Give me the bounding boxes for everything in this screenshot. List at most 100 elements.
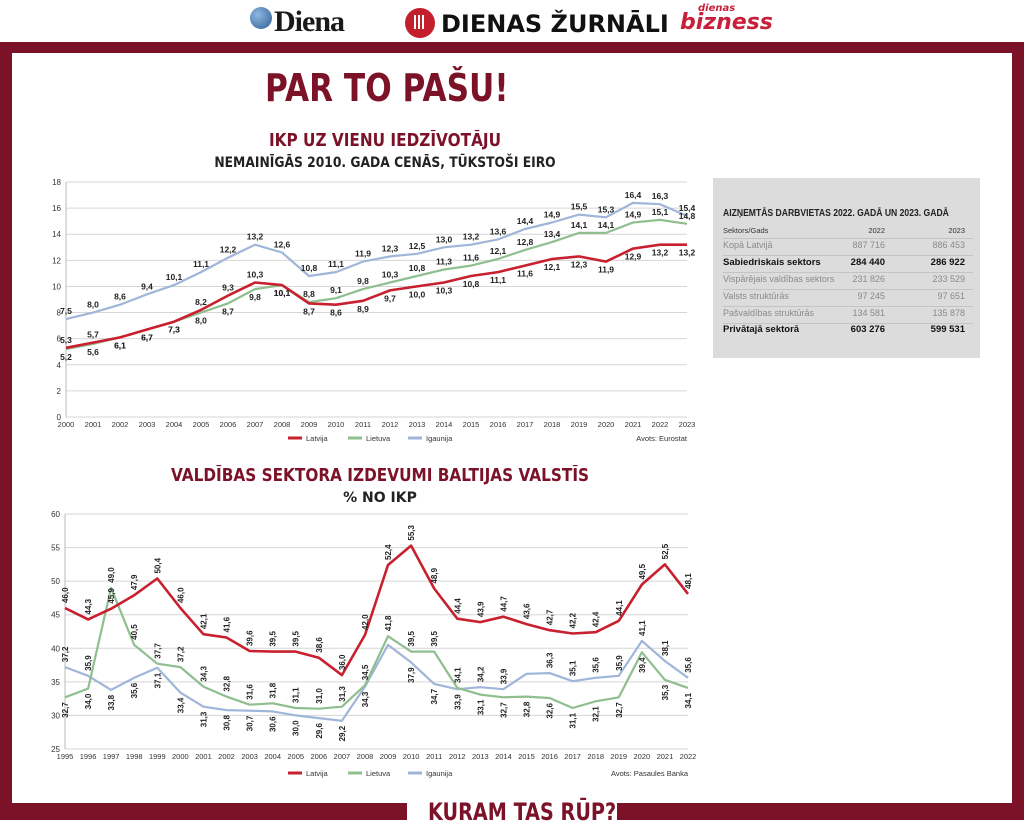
- data-label-lietuva: 14,9: [625, 209, 642, 219]
- diena-logo[interactable]: Diena: [250, 5, 345, 39]
- data-label-latvija: 8,2: [195, 297, 207, 307]
- table-divider: [723, 289, 973, 290]
- data-label-latvija: 52,4: [384, 544, 393, 560]
- globe-icon: [250, 7, 272, 29]
- data-label-igaunija: 16,4: [625, 190, 642, 200]
- chart1-x-tick-label: 2022: [652, 420, 669, 429]
- data-label-latvija: 11,6: [517, 269, 533, 279]
- data-label-lietuva: 8,0: [195, 316, 207, 326]
- data-label-latvija: 43,6: [523, 603, 532, 619]
- data-label-lietuva: 7,3: [168, 325, 180, 335]
- chart2-x-tick-label: 2021: [657, 752, 674, 761]
- data-label-latvija: 45,9: [107, 588, 116, 604]
- data-label-lietuva: 32,8: [523, 701, 532, 717]
- data-label-lietuva: 37,7: [153, 643, 162, 659]
- legend-label-igaunija: Igaunija: [426, 434, 453, 443]
- table-row: Sabiedriskais sektors 284 440 286 922: [723, 257, 965, 268]
- data-label-latvija: 55,3: [407, 524, 416, 540]
- data-label-lietuva: 6,1: [114, 340, 126, 350]
- data-label-igaunija: 36,3: [546, 652, 555, 668]
- data-label-latvija: 12,1: [544, 262, 561, 272]
- data-label-lietuva: 37,2: [176, 646, 185, 662]
- data-label-latvija: 12,3: [571, 259, 588, 269]
- chart2-y-tick-label: 40: [51, 644, 60, 653]
- data-label-igaunija: 31,3: [199, 711, 208, 727]
- chart1-x-tick-label: 2012: [382, 420, 399, 429]
- dienas-bizness-logo[interactable]: dienas bizness: [680, 3, 773, 35]
- employment-table: AIZŅEMTĀS DARBVIETAS 2022. GADĀ UN 2023.…: [713, 178, 980, 358]
- data-label-igaunija: 37,2: [61, 646, 70, 662]
- data-label-lietuva: 32,1: [592, 706, 601, 722]
- data-label-igaunija: 33,4: [176, 697, 185, 713]
- table-row: Privātajā sektorā 603 276 599 531: [723, 324, 965, 335]
- publisher-logos: Diena DIENAS ŽURNĀLI dienas bizness: [0, 0, 1024, 42]
- data-label-latvija: 11,9: [598, 265, 614, 275]
- table-divider: [723, 272, 973, 273]
- data-label-latvija: 44,7: [499, 596, 508, 612]
- chart2-y-tick-label: 35: [51, 678, 60, 687]
- data-label-lietuva: 10,3: [382, 270, 399, 280]
- table-divider: [723, 238, 973, 239]
- data-label-lietuva: 39,5: [430, 630, 439, 646]
- data-label-latvija: 42,0: [361, 614, 370, 630]
- chart2-x-tick-label: 1997: [103, 752, 120, 761]
- data-label-latvija: 6,7: [141, 333, 153, 343]
- data-label-igaunija: 11,9: [355, 249, 371, 259]
- data-label-lietuva: 9,8: [357, 276, 369, 286]
- data-label-latvija: 8,9: [357, 304, 369, 314]
- data-label-latvija: 5,3: [60, 335, 72, 345]
- dienas-zurnali-logo[interactable]: DIENAS ŽURNĀLI: [405, 8, 669, 38]
- data-label-igaunija: 13,6: [490, 226, 507, 236]
- data-label-lietuva: 9,1: [330, 285, 342, 295]
- data-label-latvija: 47,9: [130, 574, 139, 590]
- chart2-x-tick-label: 1995: [57, 752, 74, 761]
- chart2-subtitle: % NO IKP: [343, 490, 417, 506]
- data-label-igaunija: 14,9: [544, 209, 561, 219]
- data-label-latvija: 48,1: [684, 573, 693, 589]
- series-line-igaunija: [64, 639, 689, 722]
- data-label-lietuva: 34,1: [684, 692, 693, 708]
- data-label-latvija: 43,9: [476, 601, 485, 617]
- chart1-x-tick-label: 2009: [301, 420, 318, 429]
- data-label-lietuva: 14,1: [571, 220, 588, 230]
- chart1-x-tick-label: 2001: [85, 420, 102, 429]
- data-label-latvija: 44,3: [84, 598, 93, 614]
- data-label-latvija: 9,3: [222, 283, 234, 293]
- data-label-lietuva: 31,8: [269, 682, 278, 698]
- data-label-lietuva: 8,8: [303, 289, 315, 299]
- chart2-x-tick-label: 2008: [357, 752, 374, 761]
- table-header-row: Sektors/Gads 2022 2023: [723, 226, 973, 242]
- data-label-latvija: 7,3: [168, 325, 180, 335]
- chart1-x-tick-label: 2013: [409, 420, 426, 429]
- chart2-x-tick-label: 2019: [610, 752, 627, 761]
- data-label-lietuva: 31,6: [246, 684, 255, 700]
- chart1-x-tick-label: 2014: [436, 420, 453, 429]
- data-label-igaunija: 12,2: [220, 245, 237, 255]
- legend-label-latvija: Latvija: [306, 769, 329, 778]
- data-label-lietuva: 41,8: [384, 615, 393, 631]
- chart2-y-tick-label: 30: [51, 711, 60, 720]
- data-label-lietuva: 31,3: [338, 686, 347, 702]
- data-label-latvija: 11,1: [490, 275, 506, 285]
- chart1-x-tick-label: 2004: [166, 420, 183, 429]
- data-label-lietuva: 31,1: [569, 712, 578, 728]
- data-label-lietuva: 15,1: [652, 207, 669, 217]
- data-label-igaunija: 15,4: [679, 203, 696, 213]
- chart1-source: Avots: Eurostat: [636, 434, 688, 443]
- chart1-x-tick-label: 2016: [490, 420, 507, 429]
- data-label-latvija: 50,4: [153, 557, 162, 573]
- data-label-igaunija: 10,8: [301, 263, 318, 273]
- data-label-latvija: 44,4: [453, 598, 462, 614]
- data-label-igaunija: 34,3: [361, 691, 370, 707]
- data-label-igaunija: 35,1: [569, 660, 578, 676]
- chart2-x-tick-label: 1999: [149, 752, 166, 761]
- chart1-x-tick-label: 2017: [517, 420, 534, 429]
- data-label-lietuva: 34,1: [453, 667, 462, 683]
- data-label-igaunija: 35,9: [84, 655, 93, 671]
- series-line-igaunija: [65, 201, 688, 321]
- chart1-subtitle: NEMAINĪGĀS 2010. GADA CENĀS, TŪKSTOŠI EI…: [214, 155, 556, 171]
- series-line-lietuva: [65, 218, 688, 351]
- data-label-latvija: 38,6: [315, 637, 324, 653]
- table-title: AIZŅEMTĀS DARBVIETAS 2022. GADĀ UN 2023.…: [723, 208, 949, 219]
